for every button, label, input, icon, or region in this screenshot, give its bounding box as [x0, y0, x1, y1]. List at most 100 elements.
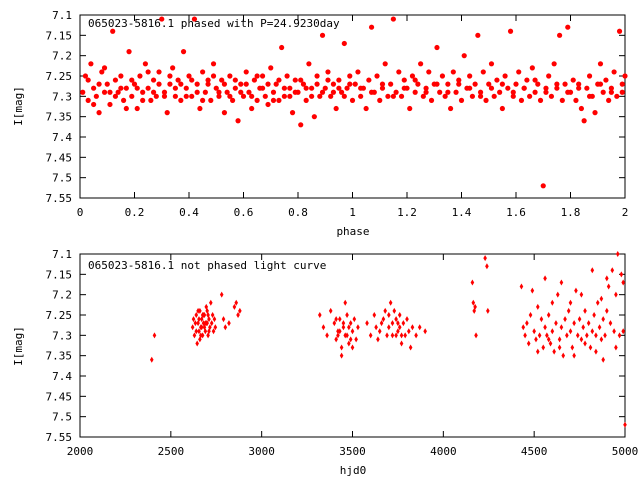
unphased-data-point: [191, 316, 196, 323]
phased-data-point: [434, 81, 440, 87]
unphased-data-point: [473, 303, 477, 310]
phased-data-point: [581, 118, 587, 124]
unphased-data-point: [583, 307, 587, 314]
phased-data-point: [319, 32, 326, 38]
unphased-data-point: [601, 316, 605, 323]
phased-data-point: [606, 97, 612, 103]
unphased-data-point: [588, 344, 593, 351]
unphased-data-point: [485, 263, 489, 270]
phased-data-point: [458, 97, 465, 103]
phased-data-point: [573, 97, 579, 103]
unphased-data-point: [192, 332, 197, 339]
unphased-data-point: [365, 320, 369, 327]
unphased-data-point: [234, 299, 239, 306]
phased-data-point: [249, 105, 255, 112]
phased-data-point: [110, 28, 116, 34]
phased-data-point: [390, 93, 396, 99]
unphased-data-point: [597, 324, 602, 331]
unphased-data-point: [606, 283, 611, 290]
unphased-data-point: [203, 328, 208, 335]
phased-data-point: [287, 93, 293, 99]
unphased-data-point: [387, 324, 391, 331]
unphased-data-point: [374, 324, 378, 331]
phased-x-tick-label: 0.8: [288, 206, 308, 219]
unphased-data-point: [565, 332, 569, 339]
phased-data-point: [418, 61, 424, 67]
unphased-data-point: [221, 316, 226, 323]
phased-data-point: [614, 93, 620, 99]
phased-data-point: [107, 101, 113, 108]
phased-data-point: [213, 85, 219, 91]
phased-data-point: [126, 49, 132, 55]
unphased-y-tick-label: 7.3: [52, 329, 72, 342]
unphased-data-point: [555, 291, 560, 298]
unphased-data-point: [486, 307, 490, 314]
phased-data-point: [445, 81, 451, 87]
phased-data-point: [578, 105, 585, 112]
unphased-y-tick-label: 7.25: [46, 309, 73, 322]
unphased-data-point: [586, 320, 591, 327]
phased-data-point: [156, 81, 162, 87]
phased-data-point: [537, 97, 544, 103]
unphased-data-point: [343, 299, 348, 306]
phased-data-point: [292, 89, 298, 95]
unphased-data-point: [379, 320, 384, 327]
unphased-data-point: [396, 328, 400, 335]
unphased-data-point: [474, 332, 478, 339]
phased-data-point: [510, 89, 516, 95]
phased-data-point: [200, 69, 206, 75]
phased-data-point: [336, 85, 342, 91]
unphased-data-point: [537, 332, 542, 339]
phased-data-point: [366, 77, 372, 83]
phased-data-point: [254, 73, 260, 79]
unphased-data-point: [621, 279, 625, 286]
phased-data-point: [619, 89, 625, 95]
unphased-data-point: [227, 320, 231, 327]
phased-data-point: [499, 81, 505, 87]
phased-data-point: [616, 28, 623, 34]
phased-data-point: [85, 97, 91, 103]
phased-data-point: [597, 61, 604, 67]
phased-data-point: [123, 85, 129, 91]
unphased-data-point: [334, 336, 338, 343]
unphased-data-point: [528, 312, 533, 318]
unphased-data-point: [536, 348, 540, 355]
unphased-data-point: [198, 336, 202, 343]
unphased-x-axis: 2000 2500 3000 3500 4000 4500 5000: [67, 254, 638, 458]
unphased-data-point: [572, 352, 576, 359]
phased-data-point: [91, 101, 97, 108]
phased-data-point: [268, 65, 274, 71]
phased-data-point: [486, 81, 492, 87]
phased-data-point: [205, 77, 211, 83]
phased-data-point: [407, 105, 413, 112]
unphased-data-point: [417, 324, 422, 331]
unphased-x-tick-label: 3500: [339, 445, 366, 458]
phased-data-point: [178, 97, 184, 103]
phased-data-point: [379, 85, 386, 91]
phased-data-point: [243, 69, 249, 75]
phased-data-point: [159, 16, 165, 22]
unphased-data-point: [399, 340, 404, 347]
phased-data-point: [118, 73, 124, 79]
unphased-data-point: [397, 312, 402, 318]
unphased-data-point: [321, 324, 326, 331]
unphased-data-point: [377, 328, 382, 335]
unphased-data-point: [579, 291, 584, 298]
unphased-data-point: [410, 324, 415, 331]
phased-data-point: [178, 81, 184, 87]
unphased-plot-title: 065023-5816.1 not phased light curve: [88, 259, 326, 272]
unphased-data-point: [532, 328, 536, 335]
unphased-y-tick-label: 7.4: [52, 370, 72, 383]
phased-y-tick-label: 7.5: [52, 172, 72, 185]
unphased-data-point: [621, 328, 625, 335]
phased-data-point: [347, 73, 353, 79]
phased-y-tick-label: 7.35: [46, 111, 73, 124]
phased-data-point: [442, 93, 448, 99]
phased-data-point: [232, 85, 238, 91]
phased-data-point: [175, 77, 181, 83]
phased-data-point: [314, 81, 320, 87]
phased-data-point: [368, 24, 375, 30]
phased-y-tick-label: 7.2: [52, 50, 72, 63]
unphased-data-point: [376, 336, 380, 343]
phased-data-point: [303, 85, 309, 91]
